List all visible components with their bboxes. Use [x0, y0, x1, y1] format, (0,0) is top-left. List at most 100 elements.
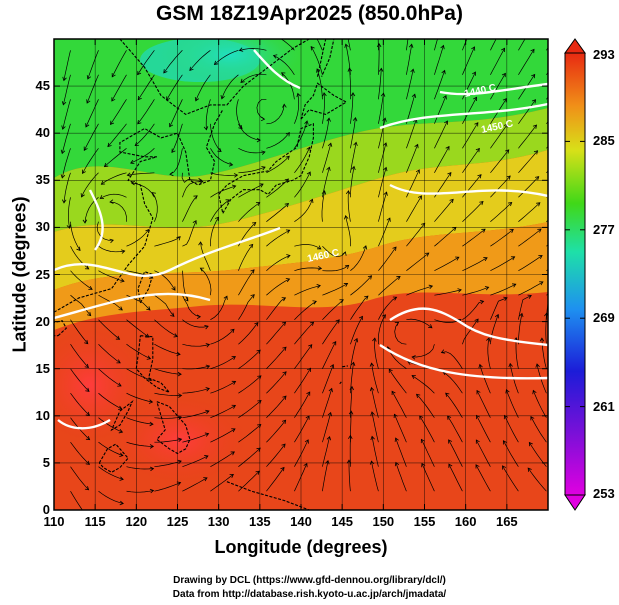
streamline-arrow	[130, 180, 136, 186]
contour-line	[439, 82, 548, 96]
streamline-arrow	[505, 149, 510, 154]
streamline-arrow	[116, 359, 121, 364]
streamline-arrow	[410, 68, 415, 73]
streamline	[462, 46, 475, 75]
streamline-arrow	[348, 410, 354, 415]
streamline-arrow	[345, 190, 351, 195]
y-tick-label: 15	[35, 360, 50, 376]
y-tick-label: 25	[35, 266, 50, 282]
streamline	[378, 217, 391, 247]
x-tick-label: 130	[207, 514, 230, 529]
x-tick-label: 150	[372, 514, 395, 529]
streamline	[406, 44, 413, 75]
streamline-arrow	[447, 171, 452, 177]
contour-line	[379, 102, 548, 130]
streamline-arrow	[282, 346, 287, 351]
streamline	[82, 148, 99, 174]
streamline	[70, 294, 91, 316]
streamline	[137, 50, 155, 75]
streamline	[322, 319, 340, 345]
streamline	[104, 148, 127, 167]
streamline-arrow	[170, 312, 175, 317]
streamline-arrow	[137, 70, 142, 76]
streamline-arrow	[527, 294, 532, 299]
streamline	[391, 391, 407, 418]
streamline-arrow	[339, 299, 344, 304]
colorbar-top-triangle	[564, 38, 586, 54]
streamline	[210, 474, 234, 492]
streamline	[378, 246, 397, 271]
streamline-arrow	[231, 380, 237, 385]
streamline-arrow	[229, 473, 234, 478]
streamline-arrow	[501, 47, 505, 53]
streamline	[518, 39, 526, 51]
y-tick-label: 5	[42, 454, 50, 470]
streamline	[210, 148, 233, 166]
streamline-arrow	[61, 125, 66, 130]
streamline-arrow	[508, 362, 513, 368]
streamline-arrow	[308, 344, 313, 349]
streamline-arrow	[538, 255, 543, 260]
streamline-arrow	[316, 284, 321, 289]
streamline-arrow	[86, 75, 92, 80]
streamline	[152, 192, 158, 222]
streamline-arrow	[282, 371, 287, 376]
streamline	[377, 39, 379, 51]
streamline-arrow	[169, 171, 174, 177]
x-tick-label: 155	[413, 514, 436, 529]
streamline-arrow	[327, 411, 333, 417]
streamline	[70, 344, 89, 368]
streamline-arrow	[535, 363, 540, 368]
streamline-arrow	[486, 337, 491, 342]
streamline	[109, 201, 127, 222]
streamline	[87, 50, 99, 80]
coastline-segment	[137, 271, 154, 304]
streamline-arrow	[198, 241, 203, 246]
streamline	[70, 319, 89, 344]
streamline	[322, 143, 332, 173]
streamline-arrow	[184, 297, 189, 302]
contour-line	[88, 189, 104, 251]
streamline	[294, 199, 313, 222]
streamline	[98, 319, 120, 340]
streamline-arrow	[530, 24, 533, 28]
streamline-arrow	[449, 198, 454, 204]
streamline-arrow	[196, 314, 202, 320]
streamline-arrow	[325, 459, 330, 465]
streamline-arrow	[86, 99, 91, 104]
streamline-arrow	[383, 191, 388, 196]
streamline-arrow	[280, 72, 286, 77]
coastline-segment	[300, 82, 348, 120]
y-tick-label: 45	[35, 78, 50, 94]
streamline	[294, 285, 321, 296]
streamline	[236, 99, 243, 129]
streamline	[350, 245, 367, 271]
streamline	[395, 462, 407, 492]
streamline-arrow	[381, 314, 386, 319]
streamline	[98, 270, 125, 282]
streamline-arrow	[502, 465, 507, 470]
streamline-arrow	[421, 462, 426, 468]
streamline	[214, 49, 239, 65]
streamline-arrow	[393, 413, 398, 419]
streamline-arrow	[272, 33, 276, 37]
streamline	[350, 142, 357, 173]
streamline	[61, 148, 71, 178]
streamline	[63, 172, 71, 203]
streamline	[462, 97, 477, 124]
streamline	[98, 343, 121, 364]
streamline	[518, 176, 539, 198]
streamline-arrow	[171, 286, 176, 291]
streamline-arrow	[505, 389, 510, 394]
streamline	[445, 392, 463, 418]
streamline-arrow	[452, 226, 457, 231]
streamline-arrow	[342, 251, 347, 256]
streamline	[419, 415, 435, 443]
streamline	[239, 48, 267, 51]
streamline-arrow	[254, 322, 259, 327]
streamline	[134, 123, 155, 146]
streamline-arrow	[353, 337, 359, 343]
streamline	[70, 270, 93, 290]
colorbar-tick-label: 253	[593, 486, 615, 501]
streamline	[294, 391, 311, 418]
